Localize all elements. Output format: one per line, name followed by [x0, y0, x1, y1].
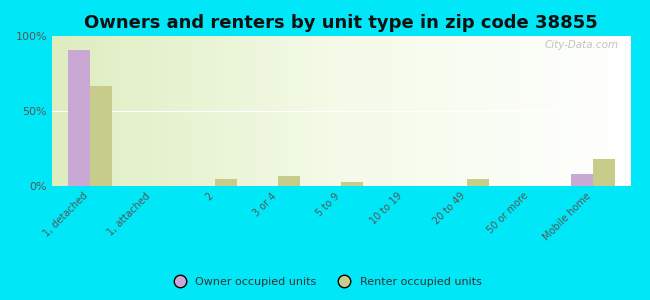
- Bar: [68, 50, 90, 186]
- Bar: [593, 159, 615, 186]
- Title: Owners and renters by unit type in zip code 38855: Owners and renters by unit type in zip c…: [84, 14, 598, 32]
- Bar: [278, 176, 300, 186]
- Legend: Owner occupied units, Renter occupied units: Owner occupied units, Renter occupied un…: [164, 273, 486, 291]
- Bar: [90, 85, 112, 186]
- Text: City-Data.com: City-Data.com: [545, 40, 619, 50]
- Bar: [216, 178, 237, 186]
- Bar: [341, 182, 363, 186]
- Bar: [467, 178, 489, 186]
- Bar: [571, 174, 593, 186]
